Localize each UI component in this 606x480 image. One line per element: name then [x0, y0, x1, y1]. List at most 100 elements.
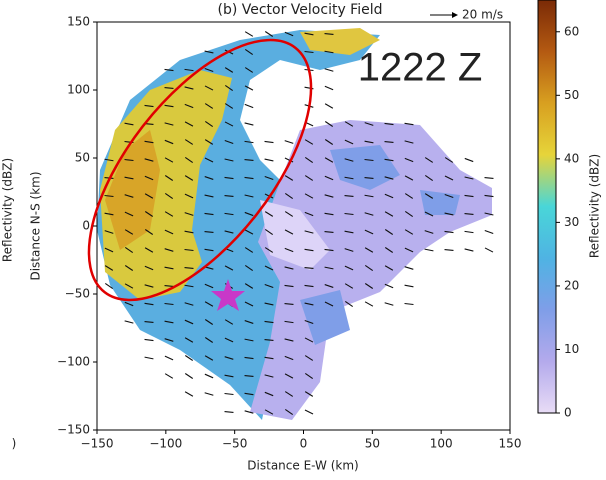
velocity-vector — [204, 373, 214, 379]
velocity-vector — [164, 284, 174, 288]
velocity-vector — [484, 194, 494, 198]
velocity-vector — [364, 247, 374, 253]
velocity-vector — [244, 103, 254, 109]
velocity-vector — [264, 320, 274, 324]
y-tick-label: 150 — [67, 15, 90, 29]
velocity-vector — [184, 68, 194, 72]
velocity-vector — [204, 194, 214, 198]
velocity-vector — [304, 193, 314, 199]
velocity-vector — [484, 212, 494, 216]
colorbar-tick-label: 30 — [564, 215, 579, 229]
velocity-vector — [224, 392, 234, 396]
velocity-vector — [404, 247, 414, 253]
x-tick-label: 100 — [430, 437, 453, 451]
echo-gap — [250, 75, 300, 125]
velocity-vector — [204, 139, 214, 145]
velocity-vector — [364, 122, 374, 126]
velocity-vector — [204, 392, 214, 396]
velocity-vector — [144, 338, 154, 342]
velocity-vector — [344, 212, 354, 216]
velocity-vector — [484, 229, 494, 235]
velocity-vector — [324, 301, 334, 307]
velocity-vector — [304, 267, 314, 269]
velocity-vector — [224, 85, 234, 91]
velocity-vector — [204, 103, 214, 109]
colorbar-tick-label: 20 — [564, 278, 579, 292]
velocity-vector — [464, 194, 474, 198]
x-tick-label: −100 — [149, 437, 182, 451]
velocity-vector — [284, 266, 294, 270]
velocity-vector — [284, 373, 294, 379]
velocity-vector — [284, 303, 294, 305]
velocity-vector — [184, 121, 194, 127]
velocity-vector — [424, 248, 434, 252]
vector-key-label: 20 m/s — [462, 8, 503, 22]
velocity-vector — [144, 229, 154, 235]
velocity-vector — [444, 193, 454, 199]
velocity-vector — [444, 230, 454, 234]
y-tick-label: −100 — [57, 355, 90, 369]
velocity-vector — [364, 301, 374, 307]
velocity-vector — [224, 121, 234, 127]
velocity-vector — [344, 121, 354, 127]
velocity-vector — [344, 176, 354, 180]
velocity-vector — [304, 302, 314, 306]
chart-title: (b) Vector Velocity Field — [217, 2, 382, 18]
velocity-vector — [324, 230, 334, 234]
velocity-vector — [164, 86, 174, 90]
velocity-vector — [244, 31, 254, 37]
velocity-vector — [124, 122, 134, 126]
velocity-vector — [424, 193, 434, 199]
velocity-vector — [364, 158, 374, 162]
velocity-vector — [224, 410, 234, 414]
velocity-vector — [404, 302, 414, 306]
velocity-vector — [284, 193, 294, 199]
velocity-vector — [124, 158, 134, 162]
left-panel-label: Reflectivity (dBZ) — [1, 158, 15, 262]
velocity-vector — [124, 176, 134, 180]
velocity-vector — [204, 176, 214, 180]
velocity-vector — [224, 374, 234, 378]
velocity-vector — [304, 157, 314, 163]
velocity-vector — [384, 283, 394, 289]
velocity-vector — [184, 284, 194, 288]
colorbar-tick-label: 0 — [564, 406, 572, 420]
velocity-vector — [204, 67, 214, 73]
velocity-vector — [284, 355, 294, 361]
velocity-vector — [284, 140, 294, 144]
velocity-vector — [184, 337, 194, 343]
velocity-vector — [204, 212, 214, 216]
velocity-vector — [424, 230, 434, 234]
echo-region — [105, 130, 160, 250]
velocity-vector — [244, 67, 254, 73]
velocity-vector — [324, 50, 334, 54]
velocity-vector — [244, 229, 254, 235]
velocity-vector — [184, 86, 194, 90]
velocity-vector — [264, 265, 274, 271]
velocity-vector — [284, 211, 294, 217]
velocity-vector — [244, 211, 254, 217]
velocity-vector — [324, 266, 334, 270]
velocity-vector — [164, 320, 174, 324]
x-tick-label: 150 — [499, 437, 522, 451]
velocity-vector — [144, 284, 154, 288]
velocity-vector — [244, 410, 254, 414]
velocity-vector — [124, 301, 134, 307]
velocity-vector — [284, 409, 294, 415]
velocity-vector — [244, 283, 254, 289]
velocity-vector — [384, 140, 394, 144]
velocity-vector — [284, 391, 294, 397]
velocity-vector — [324, 157, 334, 163]
velocity-vector — [324, 212, 334, 216]
velocity-vector — [324, 32, 334, 36]
velocity-vector — [244, 392, 254, 396]
velocity-vector — [444, 175, 454, 181]
velocity-vector — [324, 284, 334, 288]
velocity-vector — [144, 320, 154, 324]
velocity-vector — [384, 158, 394, 162]
velocity-vector — [184, 212, 194, 216]
velocity-vector — [164, 373, 174, 379]
velocity-vector — [244, 320, 254, 324]
velocity-vector — [224, 319, 234, 325]
